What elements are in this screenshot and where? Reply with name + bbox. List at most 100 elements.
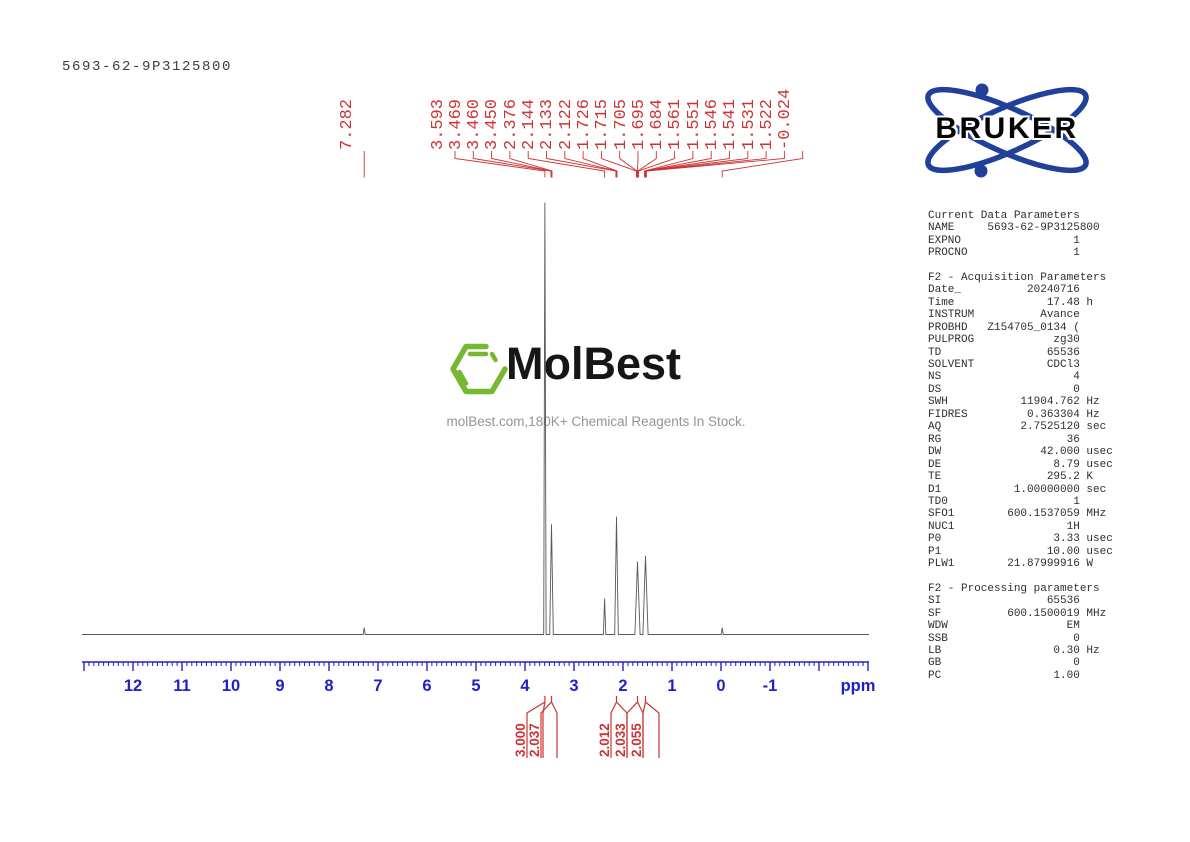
peak-ppm-label: 1.705 [611, 98, 631, 150]
peak-ppm-label: 1.561 [666, 98, 686, 150]
peak-label-connector [564, 151, 617, 178]
parameter-line: D1 1.00000000 sec [928, 483, 1107, 496]
axis-tick-label: 7 [373, 677, 382, 695]
bruker-logo: BRUKER [913, 73, 1101, 188]
integral-bracket-right [550, 701, 558, 758]
peak-ppm-label: 3.469 [446, 98, 466, 150]
peak-ppm-label: 1.531 [739, 98, 759, 150]
parameter-block: Current Data Parameters NAME 5693-62-9P31… [928, 210, 1113, 260]
peak-ppm-label: 7.282 [337, 98, 357, 150]
parameter-line: SOLVENT CDCl3 [928, 358, 1080, 371]
peak-label-connector [472, 151, 552, 178]
axis-tick-label: 4 [520, 677, 530, 695]
peak-ppm-label: 1.541 [721, 98, 741, 150]
bruker-wordmark: BRUKER [935, 112, 1079, 145]
axis-tick-label: 9 [275, 677, 284, 695]
peak-label-connector [644, 151, 694, 178]
peak-label-connector [645, 151, 785, 178]
peak-ppm-label: 3.450 [483, 98, 503, 150]
peak-ppm-label: 3.593 [428, 98, 448, 150]
peak-label-connector [645, 151, 749, 178]
axis-tick-label: 11 [173, 677, 190, 695]
axis-tick-label: 0 [716, 677, 725, 695]
peak-label-connector [509, 151, 553, 178]
spectrum-line [82, 202, 869, 635]
integral-value-label: 2.033 [613, 723, 628, 757]
integral-bracket-left [540, 696, 553, 758]
integral-bracket-left [526, 696, 546, 758]
parameter-line: NS 4 [928, 371, 1080, 384]
parameter-line: LB 0.30 Hz [928, 644, 1100, 657]
parameter-line: AQ 2.7525120 sec [928, 421, 1107, 434]
parameter-line: PULPROG zg30 [928, 334, 1080, 347]
axis-tick-label: 6 [422, 677, 431, 695]
parameter-line: FIDRES 0.363304 Hz [928, 408, 1100, 421]
peak-ppm-label: 1.715 [593, 98, 613, 150]
peak-ppm-label: 3.460 [465, 98, 485, 150]
parameter-line: DE 8.79 usec [928, 458, 1113, 471]
molbest-watermark: MolBest molBest.com,180K+ Chemical Reage… [440, 336, 760, 436]
peak-ppm-label: 2.144 [520, 98, 539, 150]
ppm-axis: 12 11 10 9 8 7 6 5 4 3 2 1 0 -1 ppm [82, 661, 876, 695]
peak-ppm-label: 2.133 [538, 98, 558, 150]
peak-ppm-label: 1.695 [629, 98, 649, 150]
peak-label-connector [527, 151, 606, 178]
parameter-line: GB 0 [928, 657, 1080, 670]
parameter-block: F2 - Processing parameters SI 65536 SF 600… [928, 583, 1113, 683]
peak-label-connector [619, 151, 638, 178]
parameter-line: NUC1 1H [928, 520, 1080, 533]
parameter-block-header: F2 - Acquisition Parameters [928, 271, 1107, 284]
parameter-line: Time 17.48 h [928, 296, 1094, 309]
peak-label-connector [582, 151, 618, 178]
peak-ppm-label: 1.726 [574, 98, 594, 150]
peak-ppm-label: 2.376 [501, 98, 521, 150]
peak-ppm-label: 1.551 [684, 98, 704, 150]
parameter-line: SI 65536 [928, 595, 1080, 608]
peak-ppm-label: 1.684 [648, 98, 668, 150]
parameter-line: SSB 0 [928, 632, 1080, 645]
peak-label-connector [546, 151, 617, 178]
parameter-line: SFO1 600.1537059 MHz [928, 508, 1107, 521]
parameter-line: P0 3.33 usec [928, 533, 1113, 546]
spectrum-trace [82, 202, 869, 635]
integral-brackets [526, 696, 660, 758]
parameter-line: TD 65536 [928, 346, 1080, 359]
parameter-line: P1 10.00 usec [928, 545, 1113, 558]
axis-unit-label: ppm [841, 677, 876, 695]
peak-label-connector [491, 151, 552, 178]
axis-tick-label: 12 [124, 677, 142, 695]
parameter-line: EXPNO 1 [928, 234, 1080, 247]
parameter-block-header: Current Data Parameters [928, 210, 1080, 222]
axis-tick-label: 2 [618, 677, 627, 695]
integral-bracket-right [542, 701, 546, 758]
axis-tick-label: 3 [569, 677, 578, 695]
sample-id: 5693-62-9P3125800 [62, 59, 233, 75]
molbest-tagline: molBest.com,180K+ Chemical Reagents In S… [446, 414, 746, 429]
molbest-hexagon-icon [450, 343, 508, 395]
integral-value-label: 3.000 [513, 723, 528, 757]
peak-ppm-label: 1.522 [757, 98, 777, 150]
peak-ppm-label: 1.546 [703, 98, 722, 150]
integral-value-label: 2.037 [527, 723, 542, 757]
peak-ppm-label: 2.122 [556, 98, 576, 150]
axis-tick-label: 1 [667, 677, 676, 695]
parameter-line: SF 600.1500019 MHz [928, 607, 1107, 620]
parameter-block: F2 - Acquisition Parameters Date_ 2024071… [928, 272, 1113, 571]
parameter-line: TE 295.2 K [928, 471, 1094, 484]
peak-label-connector [637, 151, 657, 178]
bruker-orbits-icon [925, 83, 1089, 178]
integral-value-label: 2.055 [629, 723, 644, 757]
parameter-line: Date_ 20240716 [928, 284, 1080, 297]
peak-label-connector [600, 151, 637, 178]
parameter-line: RG 36 [928, 433, 1080, 446]
parameter-line: INSTRUM Avance [928, 309, 1080, 322]
parameter-line: DS 0 [928, 383, 1080, 396]
parameter-line: WDW EM [928, 620, 1080, 633]
integral-value-label: 2.012 [597, 723, 612, 757]
peak-label-connector [721, 151, 804, 178]
parameter-line: TD0 1 [928, 495, 1080, 508]
peak-label-connector [454, 151, 546, 178]
parameter-block-header: F2 - Processing parameters [928, 582, 1100, 595]
